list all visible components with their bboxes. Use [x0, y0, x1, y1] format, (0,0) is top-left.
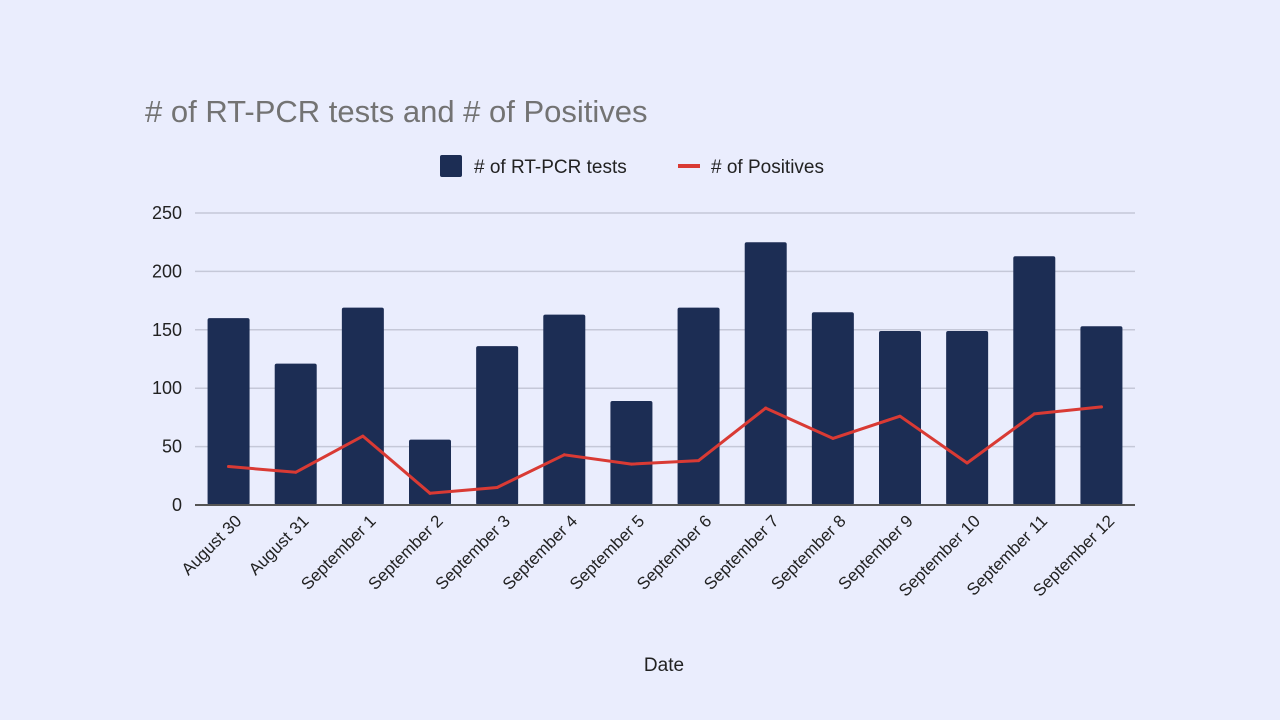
y-tick-label: 100	[152, 378, 182, 398]
y-axis-tick-labels: 0 50 100 150 200 250	[152, 203, 182, 515]
bar-tests[interactable]	[744, 242, 787, 505]
y-tick-label: 50	[162, 437, 182, 457]
point-positives	[294, 470, 298, 474]
bar-tests[interactable]	[610, 401, 653, 505]
legend: # of RT-PCR tests # of Positives	[440, 155, 824, 178]
point-positives	[1099, 405, 1103, 409]
point-positives	[227, 464, 231, 468]
y-tick-label: 250	[152, 203, 182, 223]
point-positives	[629, 462, 633, 466]
point-positives	[965, 461, 969, 465]
legend-item-positives[interactable]: # of Positives	[678, 157, 824, 178]
point-positives	[898, 414, 902, 418]
x-tick-label: August 30	[178, 511, 246, 579]
point-positives	[562, 453, 566, 457]
chart-title: # of RT-PCR tests and # of Positives	[145, 94, 648, 129]
x-tick-label: August 31	[245, 511, 313, 579]
bar-tests[interactable]	[476, 346, 519, 505]
y-tick-label: 200	[152, 261, 182, 281]
legend-label-positives: # of Positives	[711, 157, 824, 178]
bar-series-tests	[207, 242, 1123, 505]
point-positives	[831, 436, 835, 440]
point-positives	[1032, 412, 1036, 416]
gridlines	[195, 212, 1135, 448]
point-positives	[361, 434, 365, 438]
y-tick-label: 0	[172, 495, 182, 515]
point-positives	[764, 406, 768, 410]
line-positives[interactable]	[227, 405, 1103, 495]
bar-tests[interactable]	[677, 307, 720, 505]
bar-tests[interactable]	[341, 307, 384, 505]
bar-tests[interactable]	[207, 318, 250, 505]
y-tick-label: 150	[152, 320, 182, 340]
bar-tests[interactable]	[811, 312, 854, 505]
bar-tests[interactable]	[409, 439, 451, 505]
line-series-positives	[227, 405, 1103, 495]
point-positives	[495, 485, 499, 489]
legend-item-tests[interactable]: # of RT-PCR tests	[440, 155, 627, 178]
bar-tests[interactable]	[946, 330, 989, 505]
x-axis-title: Date	[644, 655, 684, 676]
bar-tests[interactable]	[1080, 326, 1123, 505]
bar-tests[interactable]	[1013, 256, 1056, 505]
legend-label-tests: # of RT-PCR tests	[474, 157, 627, 178]
point-positives	[428, 491, 432, 495]
bar-tests[interactable]	[274, 363, 317, 505]
legend-swatch-tests	[440, 155, 462, 177]
point-positives	[697, 459, 701, 463]
bar-tests[interactable]	[543, 314, 586, 505]
